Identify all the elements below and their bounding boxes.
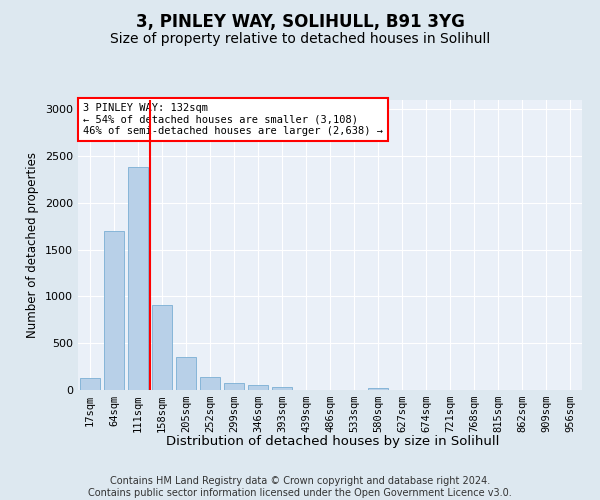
Bar bbox=[248, 386, 268, 390]
Bar bbox=[368, 388, 388, 390]
Bar bbox=[128, 168, 148, 390]
Text: Size of property relative to detached houses in Solihull: Size of property relative to detached ho… bbox=[110, 32, 490, 46]
Bar bbox=[80, 378, 100, 390]
Text: 3 PINLEY WAY: 132sqm
← 54% of detached houses are smaller (3,108)
46% of semi-de: 3 PINLEY WAY: 132sqm ← 54% of detached h… bbox=[83, 103, 383, 136]
Bar bbox=[104, 231, 124, 390]
Bar bbox=[176, 358, 196, 390]
Bar bbox=[224, 382, 244, 390]
Text: 3, PINLEY WAY, SOLIHULL, B91 3YG: 3, PINLEY WAY, SOLIHULL, B91 3YG bbox=[136, 12, 464, 30]
Y-axis label: Number of detached properties: Number of detached properties bbox=[26, 152, 40, 338]
Text: Distribution of detached houses by size in Solihull: Distribution of detached houses by size … bbox=[166, 435, 500, 448]
Bar bbox=[272, 386, 292, 390]
Bar bbox=[200, 377, 220, 390]
Text: Contains HM Land Registry data © Crown copyright and database right 2024.
Contai: Contains HM Land Registry data © Crown c… bbox=[88, 476, 512, 498]
Bar bbox=[152, 305, 172, 390]
